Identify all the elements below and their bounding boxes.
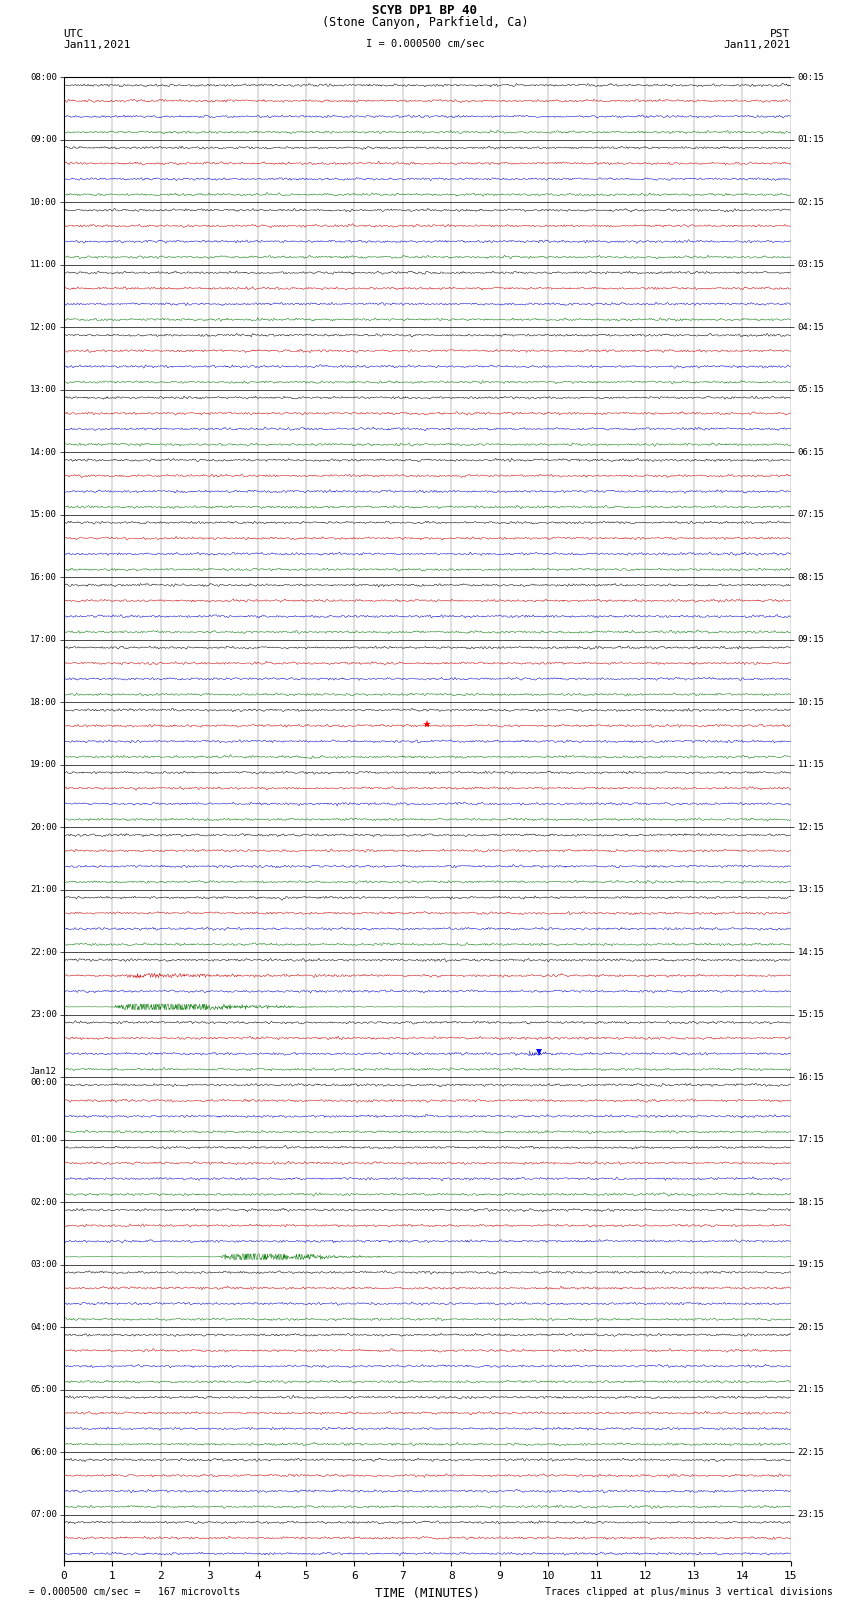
Text: Jan11,2021: Jan11,2021 [723, 40, 791, 50]
Text: = 0.000500 cm/sec =   167 microvolts: = 0.000500 cm/sec = 167 microvolts [17, 1587, 241, 1597]
Text: Jan11,2021: Jan11,2021 [64, 40, 131, 50]
Text: (Stone Canyon, Parkfield, Ca): (Stone Canyon, Parkfield, Ca) [321, 16, 529, 29]
Text: I = 0.000500 cm/sec: I = 0.000500 cm/sec [366, 39, 484, 48]
X-axis label: TIME (MINUTES): TIME (MINUTES) [375, 1587, 479, 1600]
Text: Traces clipped at plus/minus 3 vertical divisions: Traces clipped at plus/minus 3 vertical … [545, 1587, 833, 1597]
Text: PST: PST [770, 29, 790, 39]
Text: UTC: UTC [64, 29, 84, 39]
Text: SCYB DP1 BP 40: SCYB DP1 BP 40 [372, 5, 478, 18]
